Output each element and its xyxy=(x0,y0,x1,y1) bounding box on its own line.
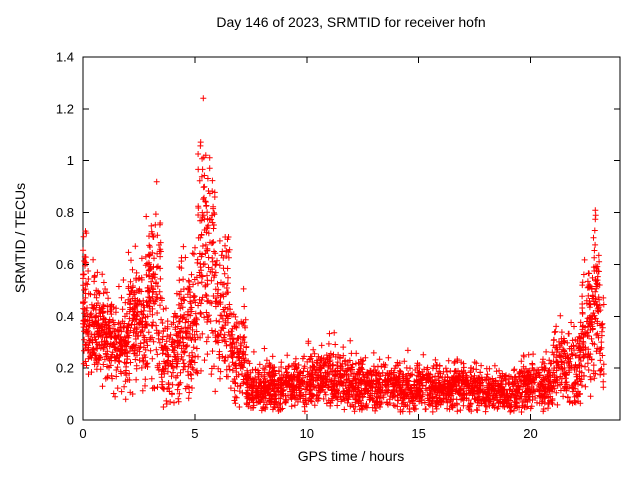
chart-title: Day 146 of 2023, SRMTID for receiver hof… xyxy=(216,14,486,30)
y-tick-label: 1 xyxy=(67,153,74,168)
x-tick-label: 10 xyxy=(300,426,314,441)
x-tick-label: 5 xyxy=(191,426,198,441)
y-tick-label: 1.2 xyxy=(56,101,74,116)
x-tick-label: 0 xyxy=(79,426,86,441)
plot-border xyxy=(82,56,621,421)
y-tick-label: 0 xyxy=(67,413,74,428)
x-axis-label: GPS time / hours xyxy=(297,448,405,464)
scatter-points xyxy=(80,95,607,415)
y-tick-label: 0.2 xyxy=(56,361,74,376)
y-tick-label: 1.4 xyxy=(56,50,74,65)
y-tick-label: 0.6 xyxy=(56,257,74,272)
y-tick-label: 0.4 xyxy=(56,309,74,324)
x-tick-label: 15 xyxy=(411,426,425,441)
y-tick-label: 0.8 xyxy=(56,205,74,220)
x-tick-label: 20 xyxy=(523,426,537,441)
